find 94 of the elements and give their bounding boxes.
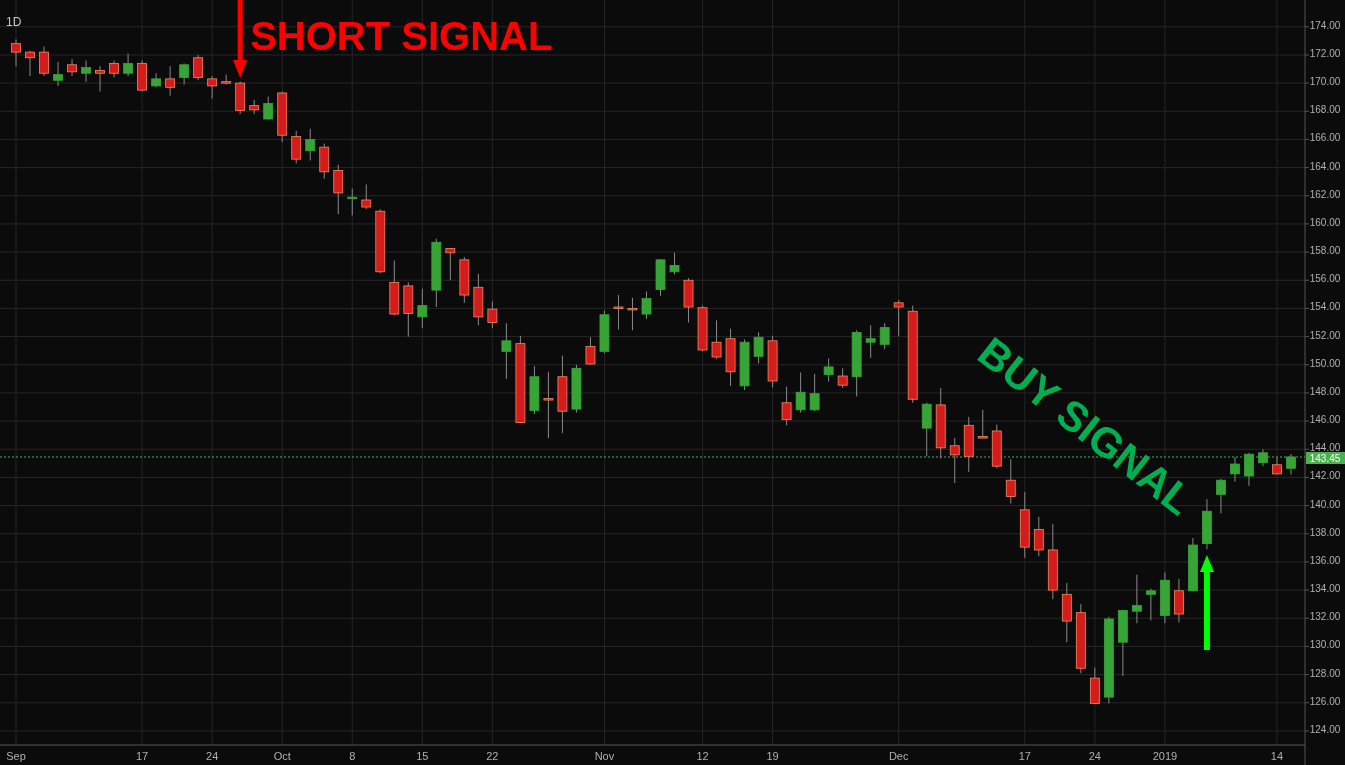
candlestick <box>669 252 680 276</box>
x-tick-label: Dec <box>888 750 909 762</box>
candlestick <box>823 357 834 383</box>
annotation: SHORT SIGNAL <box>250 14 553 58</box>
candlestick <box>179 62 190 85</box>
candlestick <box>347 188 358 216</box>
x-tick-label: 8 <box>349 750 356 762</box>
x-tick-label: 19 <box>766 750 779 762</box>
y-tick-label: 136.00 <box>1309 554 1341 566</box>
candlestick <box>753 331 764 364</box>
y-tick-label: 138.00 <box>1309 526 1341 538</box>
candlestick <box>627 297 638 331</box>
x-tick-label: Nov <box>594 750 615 762</box>
candlestick <box>361 183 372 210</box>
candlestick <box>613 294 624 331</box>
y-tick-label: 144.00 <box>1309 442 1341 454</box>
candlestick <box>1216 478 1226 514</box>
y-tick-label: 168.00 <box>1309 104 1341 116</box>
y-tick-label: 130.00 <box>1309 639 1341 651</box>
y-tick-label: 160.00 <box>1309 216 1341 228</box>
candlestick <box>865 324 876 359</box>
candlestick <box>193 54 204 81</box>
candlestick <box>809 373 820 412</box>
candlestick <box>977 409 988 439</box>
candlestick <box>1230 456 1240 483</box>
candlestick <box>501 322 512 380</box>
candlestick <box>837 367 848 389</box>
candlestick <box>781 386 792 426</box>
candlestick <box>1033 516 1044 557</box>
x-tick-label: Oct <box>273 750 291 762</box>
candlestick <box>795 372 806 414</box>
candlestick <box>11 38 21 67</box>
candlestick <box>711 319 722 360</box>
y-tick-label: 150.00 <box>1309 357 1341 369</box>
y-tick-label: 164.00 <box>1309 160 1341 172</box>
candlestick <box>417 288 428 329</box>
candlestick <box>1145 588 1156 621</box>
x-tick-label: 24 <box>1088 750 1101 762</box>
text: 1D <box>6 15 22 29</box>
candlestick <box>445 247 456 281</box>
ref-line-label: 143.45 <box>1309 453 1341 464</box>
candlestick <box>487 300 498 329</box>
x-tick-label: 14 <box>1270 750 1284 762</box>
x-tick-label: 2019 <box>1152 750 1178 762</box>
y-tick-label: 166.00 <box>1309 132 1341 144</box>
candlestick <box>207 75 218 100</box>
y-tick-label: 154.00 <box>1309 301 1341 313</box>
candlestick <box>39 45 49 77</box>
candlestick <box>263 95 274 121</box>
x-tick-label: 22 <box>486 750 499 762</box>
candlestick <box>1244 452 1254 487</box>
candlestick <box>1005 458 1016 504</box>
y-tick-label: 132.00 <box>1309 611 1341 623</box>
y-tick-label: 126.00 <box>1309 695 1341 707</box>
y-tick-label: 174.00 <box>1309 19 1341 31</box>
y-tick-label: 172.00 <box>1309 47 1341 59</box>
y-tick-label: 170.00 <box>1309 76 1341 88</box>
y-tick-label: 158.00 <box>1309 245 1341 257</box>
candlestick <box>123 53 133 77</box>
candlestick <box>1286 453 1296 476</box>
y-tick-label: 134.00 <box>1309 583 1341 595</box>
candlestick <box>67 58 77 77</box>
y-tick-label: 148.00 <box>1309 385 1341 397</box>
y-tick-label: 124.00 <box>1309 723 1341 735</box>
candlestick <box>333 164 344 215</box>
y-tick-label: 140.00 <box>1309 498 1341 510</box>
candlestick <box>95 65 105 93</box>
candlestick <box>921 402 932 457</box>
candlestick <box>1174 578 1184 623</box>
x-tick-label: 15 <box>416 750 429 762</box>
candlestick <box>641 291 652 320</box>
candlestick <box>291 130 302 164</box>
y-tick-label: 128.00 <box>1309 667 1341 679</box>
y-tick-label: 142.00 <box>1309 470 1341 482</box>
candlestick <box>81 60 91 83</box>
x-tick-label: 24 <box>206 750 219 762</box>
candlestick <box>879 322 890 350</box>
x-tick-label: 17 <box>135 750 149 762</box>
y-tick-label: 156.00 <box>1309 273 1341 285</box>
candlestick <box>585 336 596 366</box>
candlestick <box>305 128 316 162</box>
x-tick-label: 17 <box>1018 750 1031 762</box>
y-tick-label: 152.00 <box>1309 329 1341 341</box>
x-tick-label: 12 <box>696 750 709 762</box>
candlestick <box>949 437 960 484</box>
x-tick-label: Sep <box>6 750 26 762</box>
candlestick <box>53 61 63 87</box>
candlestick <box>543 371 554 439</box>
y-tick-label: 146.00 <box>1309 414 1341 426</box>
candlestick <box>165 65 176 97</box>
y-tick-label: 162.00 <box>1309 188 1341 200</box>
candlestick <box>25 50 35 77</box>
candlestick <box>893 299 904 337</box>
candlestick <box>1131 574 1142 624</box>
